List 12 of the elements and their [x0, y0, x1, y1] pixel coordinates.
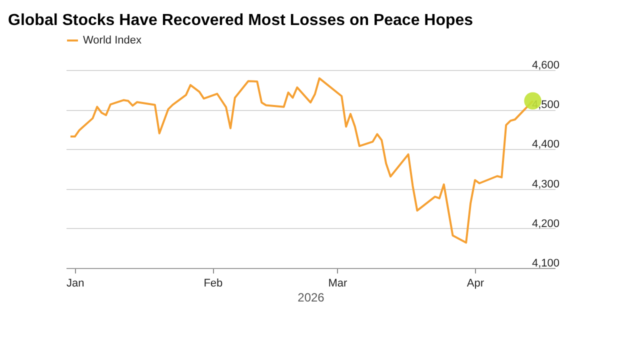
x-tick-label: Feb	[204, 278, 223, 290]
x-axis-title: 2026	[298, 290, 325, 304]
chart-title: Global Stocks Have Recovered Most Losses on Peace Hopes	[8, 12, 474, 29]
y-tick-label: 4,600	[532, 60, 560, 72]
x-tick-label: Apr	[466, 278, 484, 290]
y-tick-label: 4,300	[532, 178, 560, 190]
y-tick-label: 4,400	[532, 138, 560, 151]
y-tick-label: 4,100	[532, 258, 560, 270]
y-tick-label: 4,200	[532, 218, 560, 230]
x-tick-label: Jan	[66, 278, 84, 290]
legend-label: World Index	[83, 34, 142, 46]
x-tick-label: Mar	[328, 278, 348, 290]
